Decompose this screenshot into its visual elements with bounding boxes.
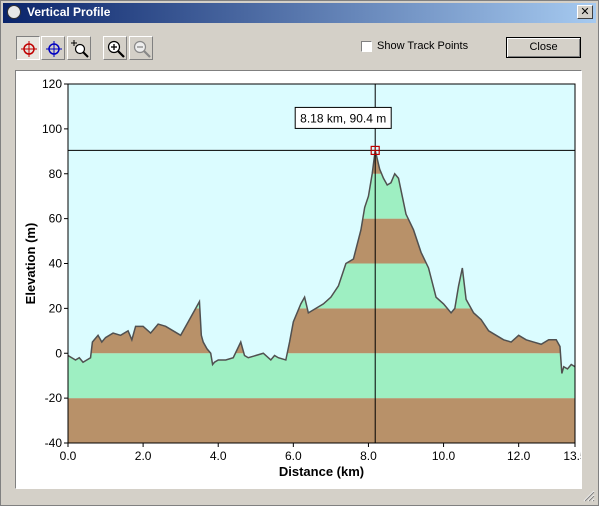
globe-icon <box>7 5 21 19</box>
cursor-tooltip-text: 8.18 km, 90.4 m <box>300 111 386 125</box>
select-point-tool[interactable] <box>16 36 40 60</box>
x-axis-label: Distance (km) <box>279 464 364 479</box>
show-track-points-label: Show Track Points <box>377 40 469 52</box>
elevation-band <box>68 398 575 443</box>
x-tick-label: 13.5 <box>563 449 581 463</box>
x-tick-label: 8.0 <box>360 449 377 463</box>
profile-line <box>67 150 576 374</box>
x-tick-label: 6.0 <box>285 449 302 463</box>
show-track-points-checkbox[interactable] <box>361 41 372 52</box>
crosshair-red-icon <box>21 41 37 57</box>
y-tick-label: 60 <box>49 212 63 226</box>
zoom-in-icon <box>107 40 125 58</box>
x-tick-label: 2.0 <box>135 449 152 463</box>
profile-chart-frame: 120 100 80 60 40 20 0 -20 -40 0.0 2.0 4.0 6.0 8.0 10.0… <box>15 70 587 489</box>
x-tick-label: 10.0 <box>432 449 456 463</box>
y-tick-label: 0 <box>55 346 62 360</box>
zoom-region-icon <box>71 40 89 58</box>
cursor-tooltip <box>294 106 392 129</box>
zoom-out-button[interactable] <box>129 36 153 60</box>
elevation-band <box>68 353 575 399</box>
y-tick-label: -40 <box>45 436 63 450</box>
zoom-out-icon <box>133 40 151 58</box>
y-axis-label: Elevation (m) <box>23 223 38 305</box>
x-tick-label: 0.0 <box>60 449 77 463</box>
y-tick-label: 40 <box>49 257 63 271</box>
pan-tool[interactable] <box>41 36 65 60</box>
window-title: Vertical Profile <box>27 5 111 19</box>
y-tick-label: 100 <box>42 122 62 136</box>
x-tick-label: 4.0 <box>210 449 227 463</box>
crosshair-blue-icon <box>46 41 62 57</box>
x-tick-label: 12.0 <box>507 449 531 463</box>
y-tick-label: -20 <box>45 391 63 405</box>
elevation-profile-chart[interactable]: 120 100 80 60 40 20 0 -20 -400.0 2.0 4.0 6.0 8.0 10.0… <box>16 71 587 488</box>
resize-grip-icon[interactable] <box>583 490 595 502</box>
close-button[interactable]: Close <box>506 37 581 58</box>
zoom-in-button[interactable] <box>103 36 127 60</box>
title-close-button[interactable]: ✕ <box>577 5 593 19</box>
y-tick-label: 120 <box>42 77 62 91</box>
cursor-marker <box>370 145 380 156</box>
title-bar[interactable]: Vertical Profile ✕ <box>3 3 596 23</box>
y-tick-label: 20 <box>49 301 63 315</box>
zoom-region-tool[interactable] <box>67 36 91 60</box>
y-tick-label: 80 <box>49 167 63 181</box>
